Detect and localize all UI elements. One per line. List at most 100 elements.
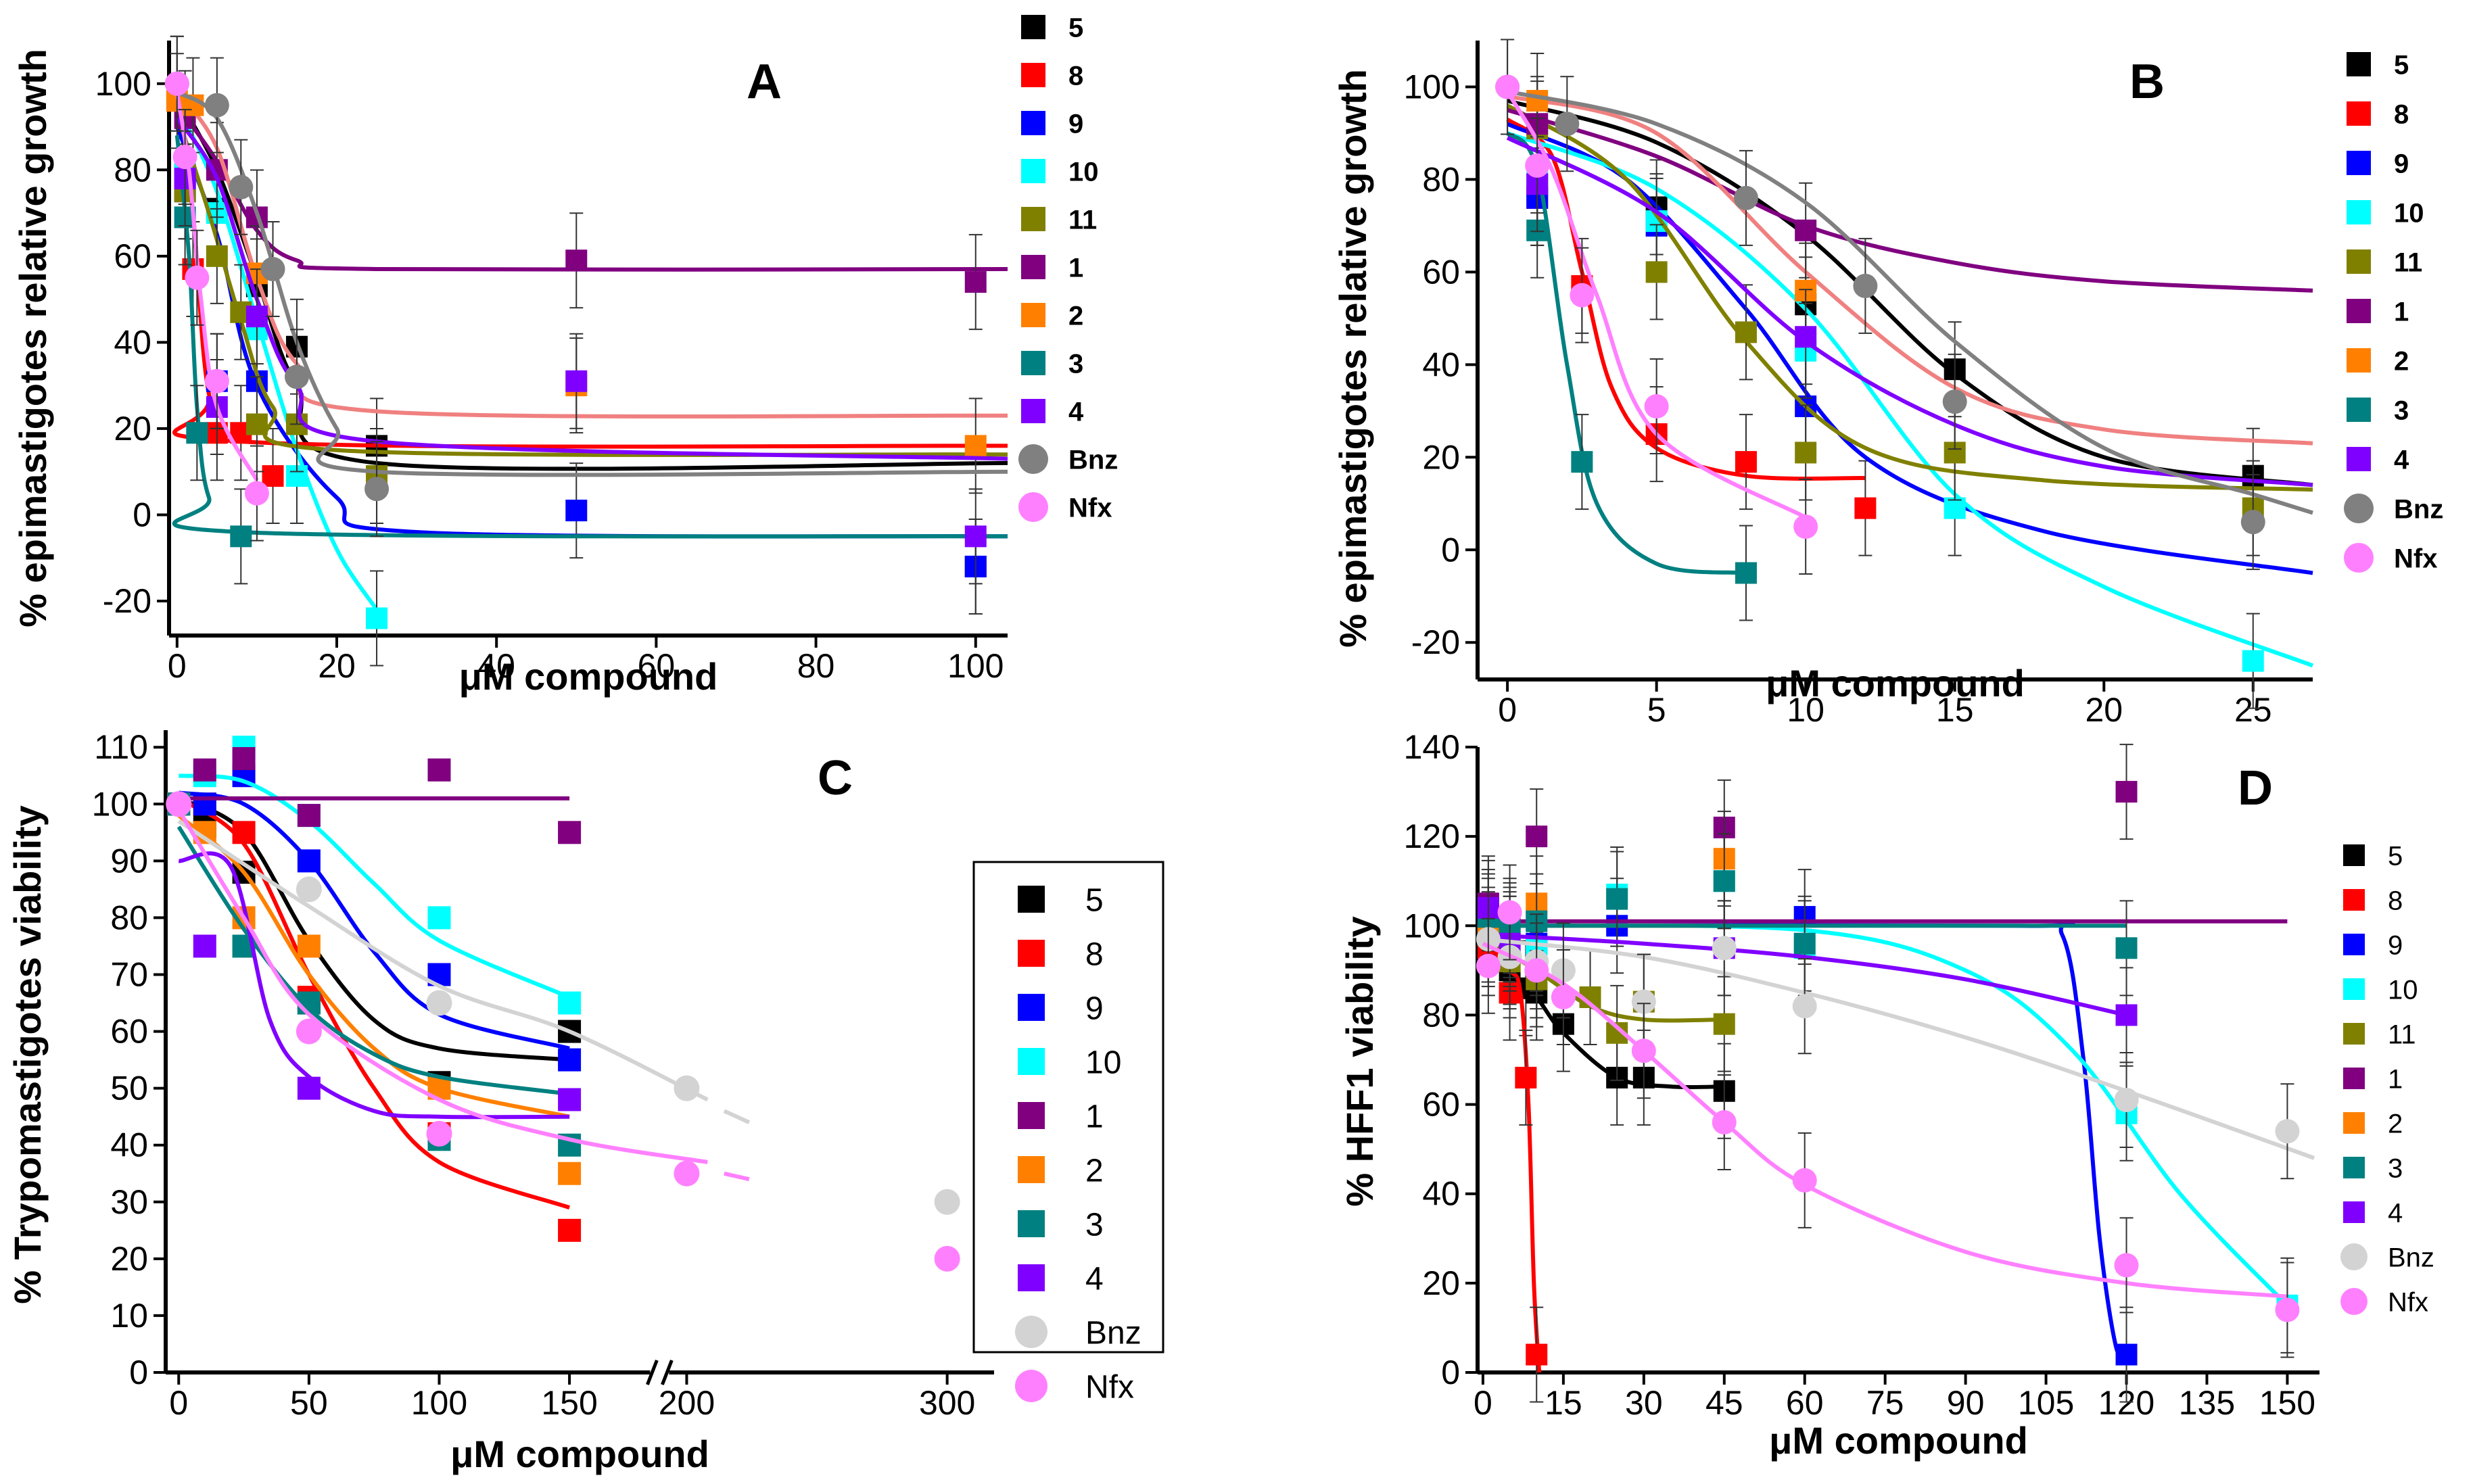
legend-marker [1018,994,1045,1021]
data-point [1571,451,1593,473]
legend-marker [2347,447,2371,471]
data-point [1606,888,1628,910]
x-tick-label: 10 [1787,691,1824,729]
y-axis-label: % Trypomastigotes viability [6,805,49,1304]
legend-marker [1018,1102,1045,1129]
legend-marker [2343,1157,2365,1178]
fit-curve [1507,99,2313,487]
legend-label: 8 [1068,61,1083,91]
series-3 [1505,131,1757,621]
series-9 [1506,122,2313,575]
fit-curve [175,95,1008,471]
legend-label: 5 [2388,841,2403,871]
data-point [674,1075,700,1101]
legend-marker [1015,1316,1047,1348]
y-tick-label: 140 [1404,728,1460,766]
y-tick-label: 50 [110,1070,148,1107]
y-tick-label: 60 [1422,253,1460,291]
y-tick-label: -20 [1411,623,1460,661]
legend-label: Bnz [1068,445,1118,475]
legend-marker [1021,399,1045,423]
fit-curve [175,104,379,611]
series-Bnz [1476,891,2315,1180]
data-point [232,747,256,771]
legend-marker [2347,398,2371,422]
legend-label: Nfx [1085,1369,1134,1405]
y-tick-label: 100 [1404,68,1460,105]
x-tick-label: 300 [919,1384,975,1422]
data-point [244,481,269,506]
series-1 [1477,744,2288,974]
legend-label: 10 [1068,157,1099,187]
data-point [296,1018,322,1045]
legend-marker [2347,200,2371,224]
fit-curve [1505,90,1807,519]
legend-marker [1018,940,1045,967]
x-tick-label: 15 [1545,1384,1582,1422]
panel-title: D [2238,761,2273,815]
data-point [297,1076,321,1100]
x-tick-label: 150 [541,1384,597,1422]
legend-label: 1 [1085,1099,1104,1134]
y-tick-label: 20 [114,410,151,448]
legend-marker [1018,492,1048,522]
data-point [297,991,321,1015]
data-point [2240,510,2265,535]
legend-label: 10 [2388,975,2418,1005]
x-tick-label: 15 [1936,691,1974,729]
legend-label: Nfx [1068,493,1112,523]
x-tick-label: 100 [947,647,1004,685]
data-point [1735,321,1757,343]
data-point [964,435,987,457]
y-tick-label: 60 [1422,1086,1460,1124]
data-point [262,465,284,487]
fit-curve [176,825,570,1097]
y-tick-label: 100 [92,785,148,823]
series-3 [172,135,1008,585]
fit-curve [176,809,708,1164]
series-4 [1477,859,2138,1063]
legend-label: Bnz [2394,494,2443,524]
x-tick-label: 60 [638,647,676,685]
data-point [185,265,210,290]
data-point [2275,1297,2300,1322]
data-point [1713,870,1735,892]
data-point [297,804,321,828]
fit-curve [1507,94,2313,446]
x-tick-label: 200 [659,1384,715,1422]
legend-label: 9 [1068,109,1083,139]
fit-curve [175,117,1008,461]
series-10 [167,736,582,1015]
y-tick-label: 0 [1441,531,1460,569]
data-point [364,477,390,502]
legend-marker [1018,444,1048,474]
series-1 [174,70,1008,331]
data-point [1631,1038,1656,1063]
legend-marker [1021,207,1045,231]
data-point [2114,1087,2139,1112]
legend-marker [2344,494,2374,523]
x-tick-label: 105 [2018,1384,2074,1422]
data-point [164,71,189,96]
data-point [558,991,582,1015]
x-tick-label: 0 [1474,1384,1492,1422]
data-point [2242,650,2264,672]
data-point [1795,326,1817,348]
data-point [1476,953,1501,978]
fit-curve [1506,136,2313,487]
legend-marker [1021,159,1045,183]
legend-marker [2347,299,2371,323]
data-point [166,791,192,817]
legend-marker [2343,1023,2365,1045]
x-tick-label: 40 [477,647,515,685]
legend-label: 11 [1068,205,1097,235]
data-point [1944,497,1966,519]
legend-label: 2 [2388,1109,2403,1139]
data-point [1497,900,1522,925]
data-point [1525,153,1550,178]
data-point [260,256,285,281]
data-point [193,792,216,816]
x-tick-label: 20 [2085,691,2123,729]
